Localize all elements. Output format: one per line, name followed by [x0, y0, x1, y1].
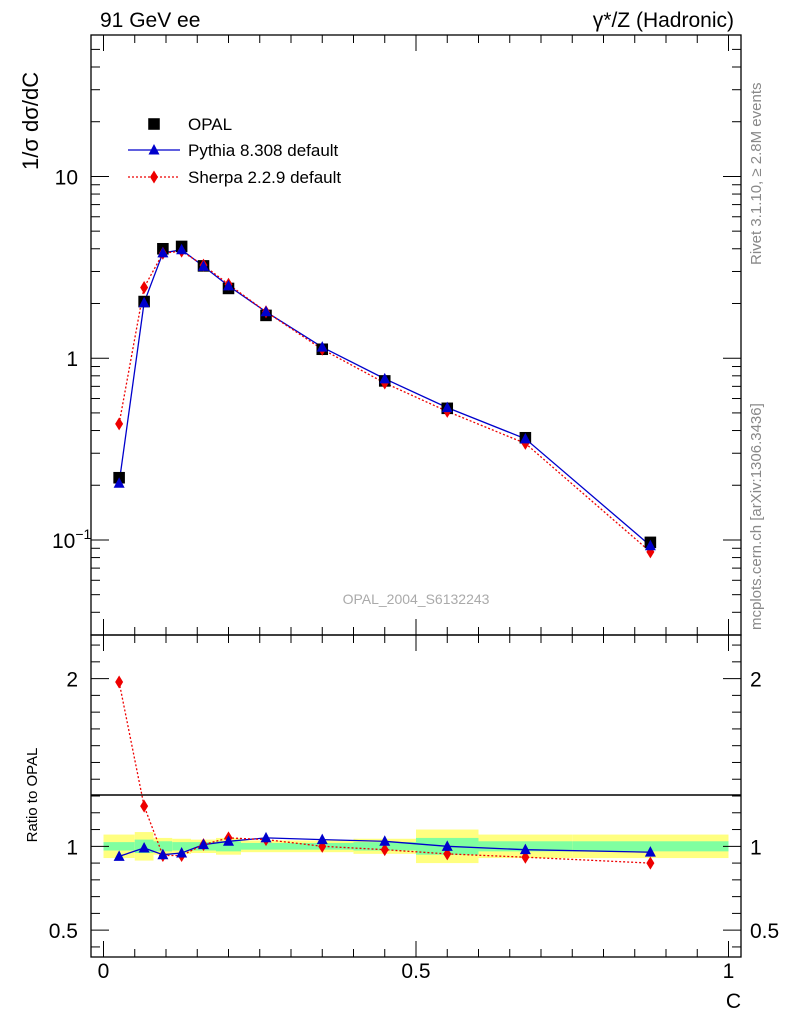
stat-uncertainty-band [216, 841, 241, 852]
legend: OPAL Pythia 8.308 default Sherpa 2.2.9 def… [128, 115, 341, 187]
x-tick-labels: 0 0.5 1 [98, 960, 735, 983]
header-right: γ*/Z (Hadronic) [593, 9, 734, 32]
ratio-point [176, 847, 188, 858]
y-tick-label: 2 [66, 669, 78, 692]
y-tick-label-right: 1 [750, 836, 762, 859]
legend-label: Sherpa 2.2.9 default [188, 168, 341, 187]
ratio-panel-frame [90, 634, 742, 958]
stat-uncertainty-band [172, 842, 191, 851]
legend-label: Pythia 8.308 default [188, 141, 339, 160]
ratio-point [140, 799, 149, 813]
header-left: 91 GeV ee [100, 9, 200, 32]
y-tick-label: 10−1 [52, 526, 92, 553]
ratio-point [519, 843, 531, 855]
ratio-point [113, 850, 125, 861]
x-axis-label: C [726, 990, 741, 1013]
legend-label: OPAL [188, 115, 232, 134]
ratio-panel: Ratio to OPAL 2 21 10.5 0.5 0 0.5 1 C [24, 634, 779, 1013]
stat-uncertainty-band [103, 842, 135, 851]
ratio-panel-series-lines [118, 681, 651, 864]
data-point [260, 305, 272, 317]
legend-marker [148, 118, 160, 130]
ratio-panel-ticks [91, 635, 741, 957]
stat-uncertainty-band [241, 842, 291, 850]
y-tick-label-right: 2 [750, 669, 762, 692]
x-tick-label: 0.5 [401, 960, 430, 983]
watermark-label: OPAL_2004_S6132243 [343, 591, 490, 607]
main-panel-markers [113, 240, 657, 559]
data-point [198, 260, 209, 271]
data-point [441, 401, 453, 413]
legend-marker [148, 144, 160, 155]
source-label: mcplots.cern.ch [arXiv:1306.3436] [748, 403, 765, 630]
legend-marker [150, 170, 158, 184]
y-tick-label: 1 [66, 836, 78, 859]
stat-uncertainty-band [153, 841, 173, 852]
ratio-point [260, 831, 272, 843]
ratio-panel-markers [113, 675, 656, 870]
y-tick-label: 1 [66, 348, 78, 371]
main-panel-series-lines [118, 249, 651, 553]
ratio-series-line [118, 681, 651, 864]
data-point [316, 341, 328, 352]
rivet-label: Rivet 3.1.10, ≥ 2.8M events [748, 83, 765, 266]
ratio-point [644, 846, 656, 857]
y-tick-label: 10 [55, 166, 78, 189]
ratio-point [379, 835, 391, 846]
ratio-ylabel: Ratio to OPAL [24, 748, 41, 843]
data-point [115, 417, 124, 431]
ratio-point [223, 835, 234, 846]
main-panel: OPAL_2004_S6132243 OPAL Pythia 8.308 defa… [18, 34, 742, 636]
ratio-point [157, 848, 169, 860]
data-point [176, 243, 188, 255]
y-tick-label: 0.5 [49, 920, 78, 943]
data-point [379, 372, 391, 384]
data-point [644, 539, 656, 551]
main-ylabel: 1/σ dσ/dC [18, 72, 43, 170]
data-point [223, 279, 234, 291]
ratio-point [316, 833, 328, 845]
ratio-panel-ytick-labels: 2 2 1 1 0.5 0.5 [49, 669, 779, 944]
ratio-point [646, 856, 655, 870]
data-point [138, 296, 150, 308]
data-point [140, 280, 149, 294]
ratio-point [441, 840, 453, 851]
x-tick-label: 0 [98, 960, 110, 983]
ratio-point [380, 843, 389, 857]
x-tick-label: 1 [723, 960, 735, 983]
data-point [113, 477, 125, 488]
data-point [157, 246, 169, 258]
main-panel-ytick-labels: 10 1 10−1 [52, 166, 92, 553]
series-line [118, 249, 651, 547]
ratio-point [198, 838, 209, 850]
data-point [519, 432, 531, 444]
ratio-point [138, 841, 150, 853]
y-tick-label-right: 0.5 [750, 920, 779, 943]
ratio-series-line [118, 837, 651, 858]
series-line [118, 250, 651, 553]
ratio-point [115, 675, 124, 689]
